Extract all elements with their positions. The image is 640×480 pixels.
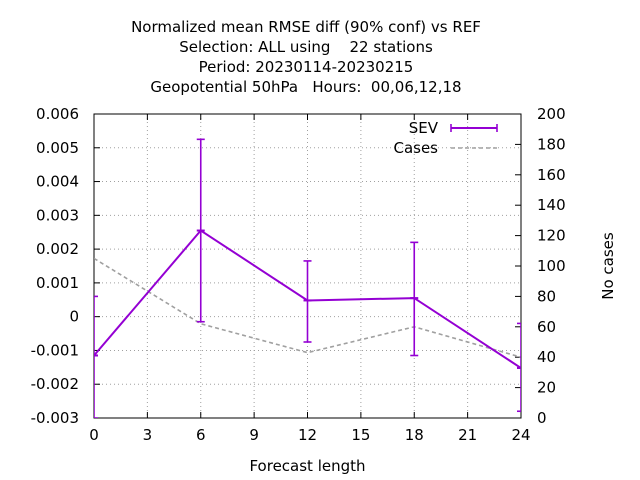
x-tick-label: 15 [351, 426, 370, 444]
y2-tick-label: 0 [537, 409, 547, 427]
y-tick-label: 0.004 [36, 173, 79, 191]
y-tick-label: -0.003 [31, 409, 79, 427]
y-tick-label: 0.003 [36, 206, 79, 224]
x-tick-label: 12 [298, 426, 317, 444]
chart-title-line: Normalized mean RMSE diff (90% conf) vs … [131, 18, 481, 36]
y2-axis-label: No cases [599, 232, 617, 300]
x-tick-label: 9 [249, 426, 259, 444]
series-sev [94, 138, 521, 418]
y2-tick-label: 80 [537, 287, 556, 305]
chart-title-line: Period: 20230114-20230215 [199, 58, 414, 76]
x-tick-label: 6 [196, 426, 206, 444]
y2-tick-label: 160 [537, 166, 566, 184]
y2-tick-label: 140 [537, 196, 566, 214]
y-tick-label: 0.002 [36, 240, 79, 258]
x-tick-label: 18 [405, 426, 424, 444]
y2-tick-label: 60 [537, 318, 556, 336]
y-tick-label: -0.002 [31, 375, 79, 393]
y2-tick-label: 120 [537, 227, 566, 245]
chart-title-line: Selection: ALL using 22 stations [179, 38, 433, 56]
legend: SEV Cases [393, 119, 498, 157]
chart-title-line: Geopotential 50hPa Hours: 00,06,12,18 [150, 78, 461, 96]
y2-tick-label: 20 [537, 379, 556, 397]
y2-tick-label: 200 [537, 105, 566, 123]
x-tick-label: 3 [143, 426, 153, 444]
series-layer [94, 138, 521, 418]
legend-label: SEV [409, 119, 439, 137]
chart-title-block: Normalized mean RMSE diff (90% conf) vs … [131, 18, 481, 96]
y-tick-label: -0.001 [31, 341, 79, 359]
y-tick-label: 0.006 [36, 105, 79, 123]
legend-label: Cases [393, 139, 438, 157]
y2-tick-label: 40 [537, 348, 556, 366]
y2-tick-label: 100 [537, 257, 566, 275]
y-tick-label: 0.005 [36, 139, 79, 157]
x-tick-label: 21 [458, 426, 477, 444]
x-axis-label: Forecast length [249, 457, 365, 475]
y2-tick-label: 180 [537, 135, 566, 153]
x-tick-label: 0 [89, 426, 99, 444]
y-tick-label: 0.001 [36, 274, 79, 292]
axis-ticks: 0 3 6 9 12 15 18 21 24 -0.003 -0.002 -0.001 0 0.001 0.… [31, 105, 566, 444]
x-tick-label: 24 [511, 426, 530, 444]
y-tick-label: 0 [69, 308, 79, 326]
